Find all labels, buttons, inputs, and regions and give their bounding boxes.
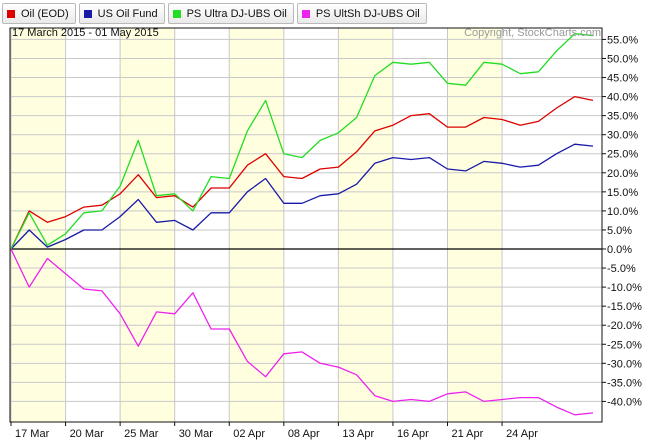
- x-tick-label: 02 Apr: [233, 428, 265, 440]
- x-tick-label: 30 Mar: [179, 428, 214, 440]
- background-bands: [10, 28, 602, 422]
- legend-item-us-oil-fund[interactable]: US Oil Fund: [78, 3, 165, 24]
- plot-frame: [9, 27, 603, 423]
- y-tick-label: -10.0%: [607, 282, 642, 294]
- background-band: [338, 28, 393, 422]
- y-tick-label: -20.0%: [607, 320, 642, 332]
- legend-swatch: [83, 9, 92, 18]
- copyright-text: Copyright, StockCharts.com: [464, 27, 601, 39]
- y-tick-label: 0.0%: [607, 244, 632, 256]
- x-tick-label: 13 Apr: [342, 428, 374, 440]
- y-tick-label: 40.0%: [607, 92, 638, 104]
- background-band: [502, 28, 602, 422]
- y-tick-label: 30.0%: [607, 130, 638, 142]
- series-line-1: [10, 143, 594, 250]
- grid: [10, 28, 602, 422]
- legend-item-oil[interactable]: Oil (EOD): [2, 3, 76, 24]
- y-tick-label: -40.0%: [607, 396, 642, 408]
- y-tick-label: 45.0%: [607, 73, 638, 85]
- x-tick-label: 17 Mar: [15, 428, 50, 440]
- y-tick-label: -25.0%: [607, 339, 642, 351]
- y-tick-label: -35.0%: [607, 377, 642, 389]
- y-tick-label: 55.0%: [607, 34, 638, 46]
- series-line-2: [10, 33, 594, 250]
- y-tick-label: 35.0%: [607, 111, 638, 123]
- legend-swatch: [7, 9, 15, 18]
- legend-item-ps-ultsh[interactable]: PS UltSh DJ-UBS Oil: [296, 3, 427, 24]
- legend-swatch: [172, 9, 181, 18]
- x-tick-label: 25 Mar: [124, 428, 159, 440]
- y-tick-label: -15.0%: [607, 301, 642, 313]
- legend: Oil (EOD) US Oil Fund PS Ultra DJ-UBS Oi…: [2, 3, 427, 24]
- y-tick-label: -5.0%: [607, 263, 636, 275]
- legend-swatch: [301, 9, 310, 18]
- background-band: [392, 28, 448, 422]
- x-tick-label: 21 Apr: [452, 428, 484, 440]
- x-tick-label: 08 Apr: [288, 428, 320, 440]
- legend-label: PS Ultra DJ-UBS Oil: [186, 7, 287, 20]
- background-band: [283, 28, 339, 422]
- x-axis-ticks: 17 Mar 20 Mar 25 Mar 30 Mar 02 Apr 08 Apr 13 A…: [10, 422, 538, 440]
- y-tick-label: 15.0%: [607, 187, 638, 199]
- series-lines: [10, 33, 594, 416]
- y-axis-ticks: 55.0% 50.0% 45.0% 40.0% 35.0% 30.0% 25.0% 20.0%…: [602, 34, 642, 408]
- legend-item-ps-ultra[interactable]: PS Ultra DJ-UBS Oil: [167, 3, 294, 24]
- legend-label: Oil (EOD): [21, 7, 69, 20]
- series-line-0: [10, 95, 594, 250]
- background-band: [447, 28, 503, 422]
- x-tick-label: 24 Apr: [506, 428, 538, 440]
- background-band: [229, 28, 284, 422]
- background-band: [11, 28, 66, 422]
- legend-label: PS UltSh DJ-UBS Oil: [315, 7, 420, 20]
- background-band: [65, 28, 121, 422]
- y-tick-label: -30.0%: [607, 358, 642, 370]
- y-tick-label: 20.0%: [607, 168, 638, 180]
- y-tick-label: 50.0%: [607, 53, 638, 65]
- background-band: [120, 28, 175, 422]
- y-tick-label: 25.0%: [607, 149, 638, 161]
- y-tick-label: 10.0%: [607, 206, 638, 218]
- y-tick-label: 5.0%: [607, 225, 632, 237]
- x-tick-label: 16 Apr: [397, 428, 429, 440]
- x-tick-label: 20 Mar: [70, 428, 105, 440]
- series-line-3: [10, 248, 594, 416]
- date-range: 17 March 2015 - 01 May 2015: [12, 27, 159, 39]
- legend-label: US Oil Fund: [97, 7, 158, 20]
